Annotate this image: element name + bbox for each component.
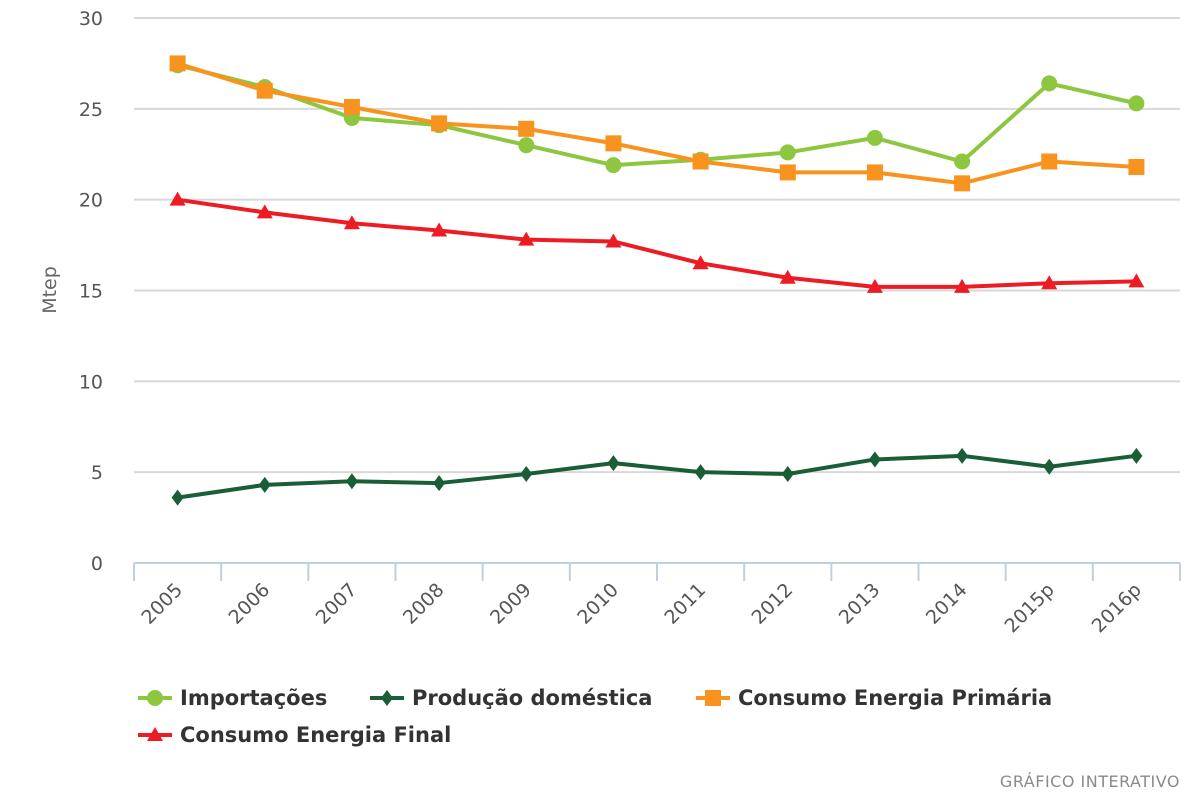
x-tick-label: 2011 <box>660 579 710 629</box>
data-point[interactable] <box>169 55 186 72</box>
legend-item[interactable]: Consumo Energia Primária <box>696 686 1052 710</box>
data-point[interactable] <box>868 451 881 468</box>
data-point[interactable] <box>866 278 883 293</box>
data-point[interactable] <box>431 222 448 237</box>
data-point[interactable] <box>343 215 360 230</box>
data-point[interactable] <box>256 82 273 99</box>
data-point[interactable] <box>692 153 709 170</box>
series-importacoes <box>169 57 1145 174</box>
legend-item[interactable]: Consumo Energia Final <box>138 723 451 747</box>
x-tick-label: 2015p <box>1001 579 1059 637</box>
y-tick-label: 10 <box>79 371 103 393</box>
data-point[interactable] <box>169 191 186 206</box>
y-tick-label: 25 <box>79 99 103 121</box>
data-point[interactable] <box>518 231 535 246</box>
series-consumo-energia-final <box>169 191 1145 293</box>
data-point[interactable] <box>1128 95 1145 112</box>
y-tick-label: 5 <box>91 462 103 484</box>
x-tick-label: 2009 <box>486 579 536 629</box>
data-point[interactable] <box>1041 275 1058 290</box>
circle-marker-icon <box>138 690 172 706</box>
data-point[interactable] <box>171 489 184 506</box>
data-point[interactable] <box>431 115 448 132</box>
y-tick-label: 20 <box>79 190 103 212</box>
data-point[interactable] <box>256 204 273 219</box>
x-tick-label: 2008 <box>399 579 449 629</box>
data-point[interactable] <box>605 157 622 174</box>
series-line <box>177 63 1137 168</box>
data-point[interactable] <box>607 455 620 472</box>
data-point[interactable] <box>345 473 358 490</box>
legend-label: Consumo Energia Final <box>180 723 452 747</box>
x-tick-label: 2012 <box>748 579 798 629</box>
diamond-marker-icon <box>370 690 404 706</box>
data-point[interactable] <box>954 153 971 170</box>
data-point[interactable] <box>954 278 971 293</box>
interactive-chart-label[interactable]: GRÁFICO INTERATIVO <box>999 772 1180 791</box>
x-axis: 2005 2006 2007 2008 2009 2010 2011 2012 2013 2014… <box>133 562 1181 637</box>
data-point[interactable] <box>605 233 622 248</box>
data-point[interactable] <box>692 255 709 270</box>
series <box>169 55 1145 506</box>
legend-marker <box>705 690 721 706</box>
x-tick-label: 2013 <box>835 579 885 629</box>
x-tick-label: 2005 <box>137 579 187 629</box>
data-point[interactable] <box>866 129 883 146</box>
data-point[interactable] <box>779 164 796 181</box>
series-producao-domestica <box>171 447 1143 506</box>
y-tick-label: 15 <box>79 281 103 303</box>
data-point[interactable] <box>1041 75 1058 92</box>
square-marker-icon <box>696 690 730 706</box>
data-point[interactable] <box>694 464 707 481</box>
data-point[interactable] <box>518 120 535 137</box>
series-line <box>177 453 1137 500</box>
legend-marker <box>147 690 163 706</box>
legend-label: Importações <box>180 686 328 710</box>
data-point[interactable] <box>956 447 969 464</box>
x-tick-label: 2014 <box>922 579 972 629</box>
data-point[interactable] <box>343 99 360 116</box>
x-tick-label: 2016p <box>1088 579 1146 637</box>
data-point[interactable] <box>954 175 971 192</box>
data-point[interactable] <box>518 137 535 154</box>
data-point[interactable] <box>433 475 446 492</box>
y-axis-title: Mtep <box>39 266 61 314</box>
legend-label: Produção doméstica <box>412 686 653 710</box>
y-axis-ticks: 0 5 10 15 20 25 30 <box>79 8 103 575</box>
grid-lines <box>134 17 1180 474</box>
series-line <box>176 61 1137 186</box>
legend-item[interactable]: Importações <box>138 686 327 710</box>
triangle-marker-icon <box>138 727 172 741</box>
legend-label: Consumo Energia Primária <box>738 686 1053 710</box>
data-point[interactable] <box>1043 458 1056 475</box>
x-tick-label: 2010 <box>573 579 623 629</box>
data-point[interactable] <box>258 476 271 493</box>
data-point[interactable] <box>779 269 796 284</box>
data-point[interactable] <box>1128 273 1145 288</box>
data-point[interactable] <box>781 465 794 482</box>
series-consumo-energia-primaria <box>169 55 1145 192</box>
data-point[interactable] <box>520 465 533 482</box>
data-point[interactable] <box>1041 153 1058 170</box>
legend-marker <box>147 727 163 741</box>
legend-item[interactable]: Produção doméstica <box>370 686 652 710</box>
x-tick-label: 2007 <box>312 579 362 629</box>
x-tick-label: 2006 <box>225 579 275 629</box>
legend-marker <box>381 690 393 706</box>
data-point[interactable] <box>605 135 622 152</box>
data-point[interactable] <box>1130 447 1143 464</box>
y-tick-label: 30 <box>79 8 103 30</box>
data-point[interactable] <box>866 164 883 181</box>
series-line <box>177 197 1137 289</box>
data-point[interactable] <box>779 144 796 161</box>
y-tick-label: 0 <box>91 553 103 575</box>
data-point[interactable] <box>1128 158 1145 175</box>
